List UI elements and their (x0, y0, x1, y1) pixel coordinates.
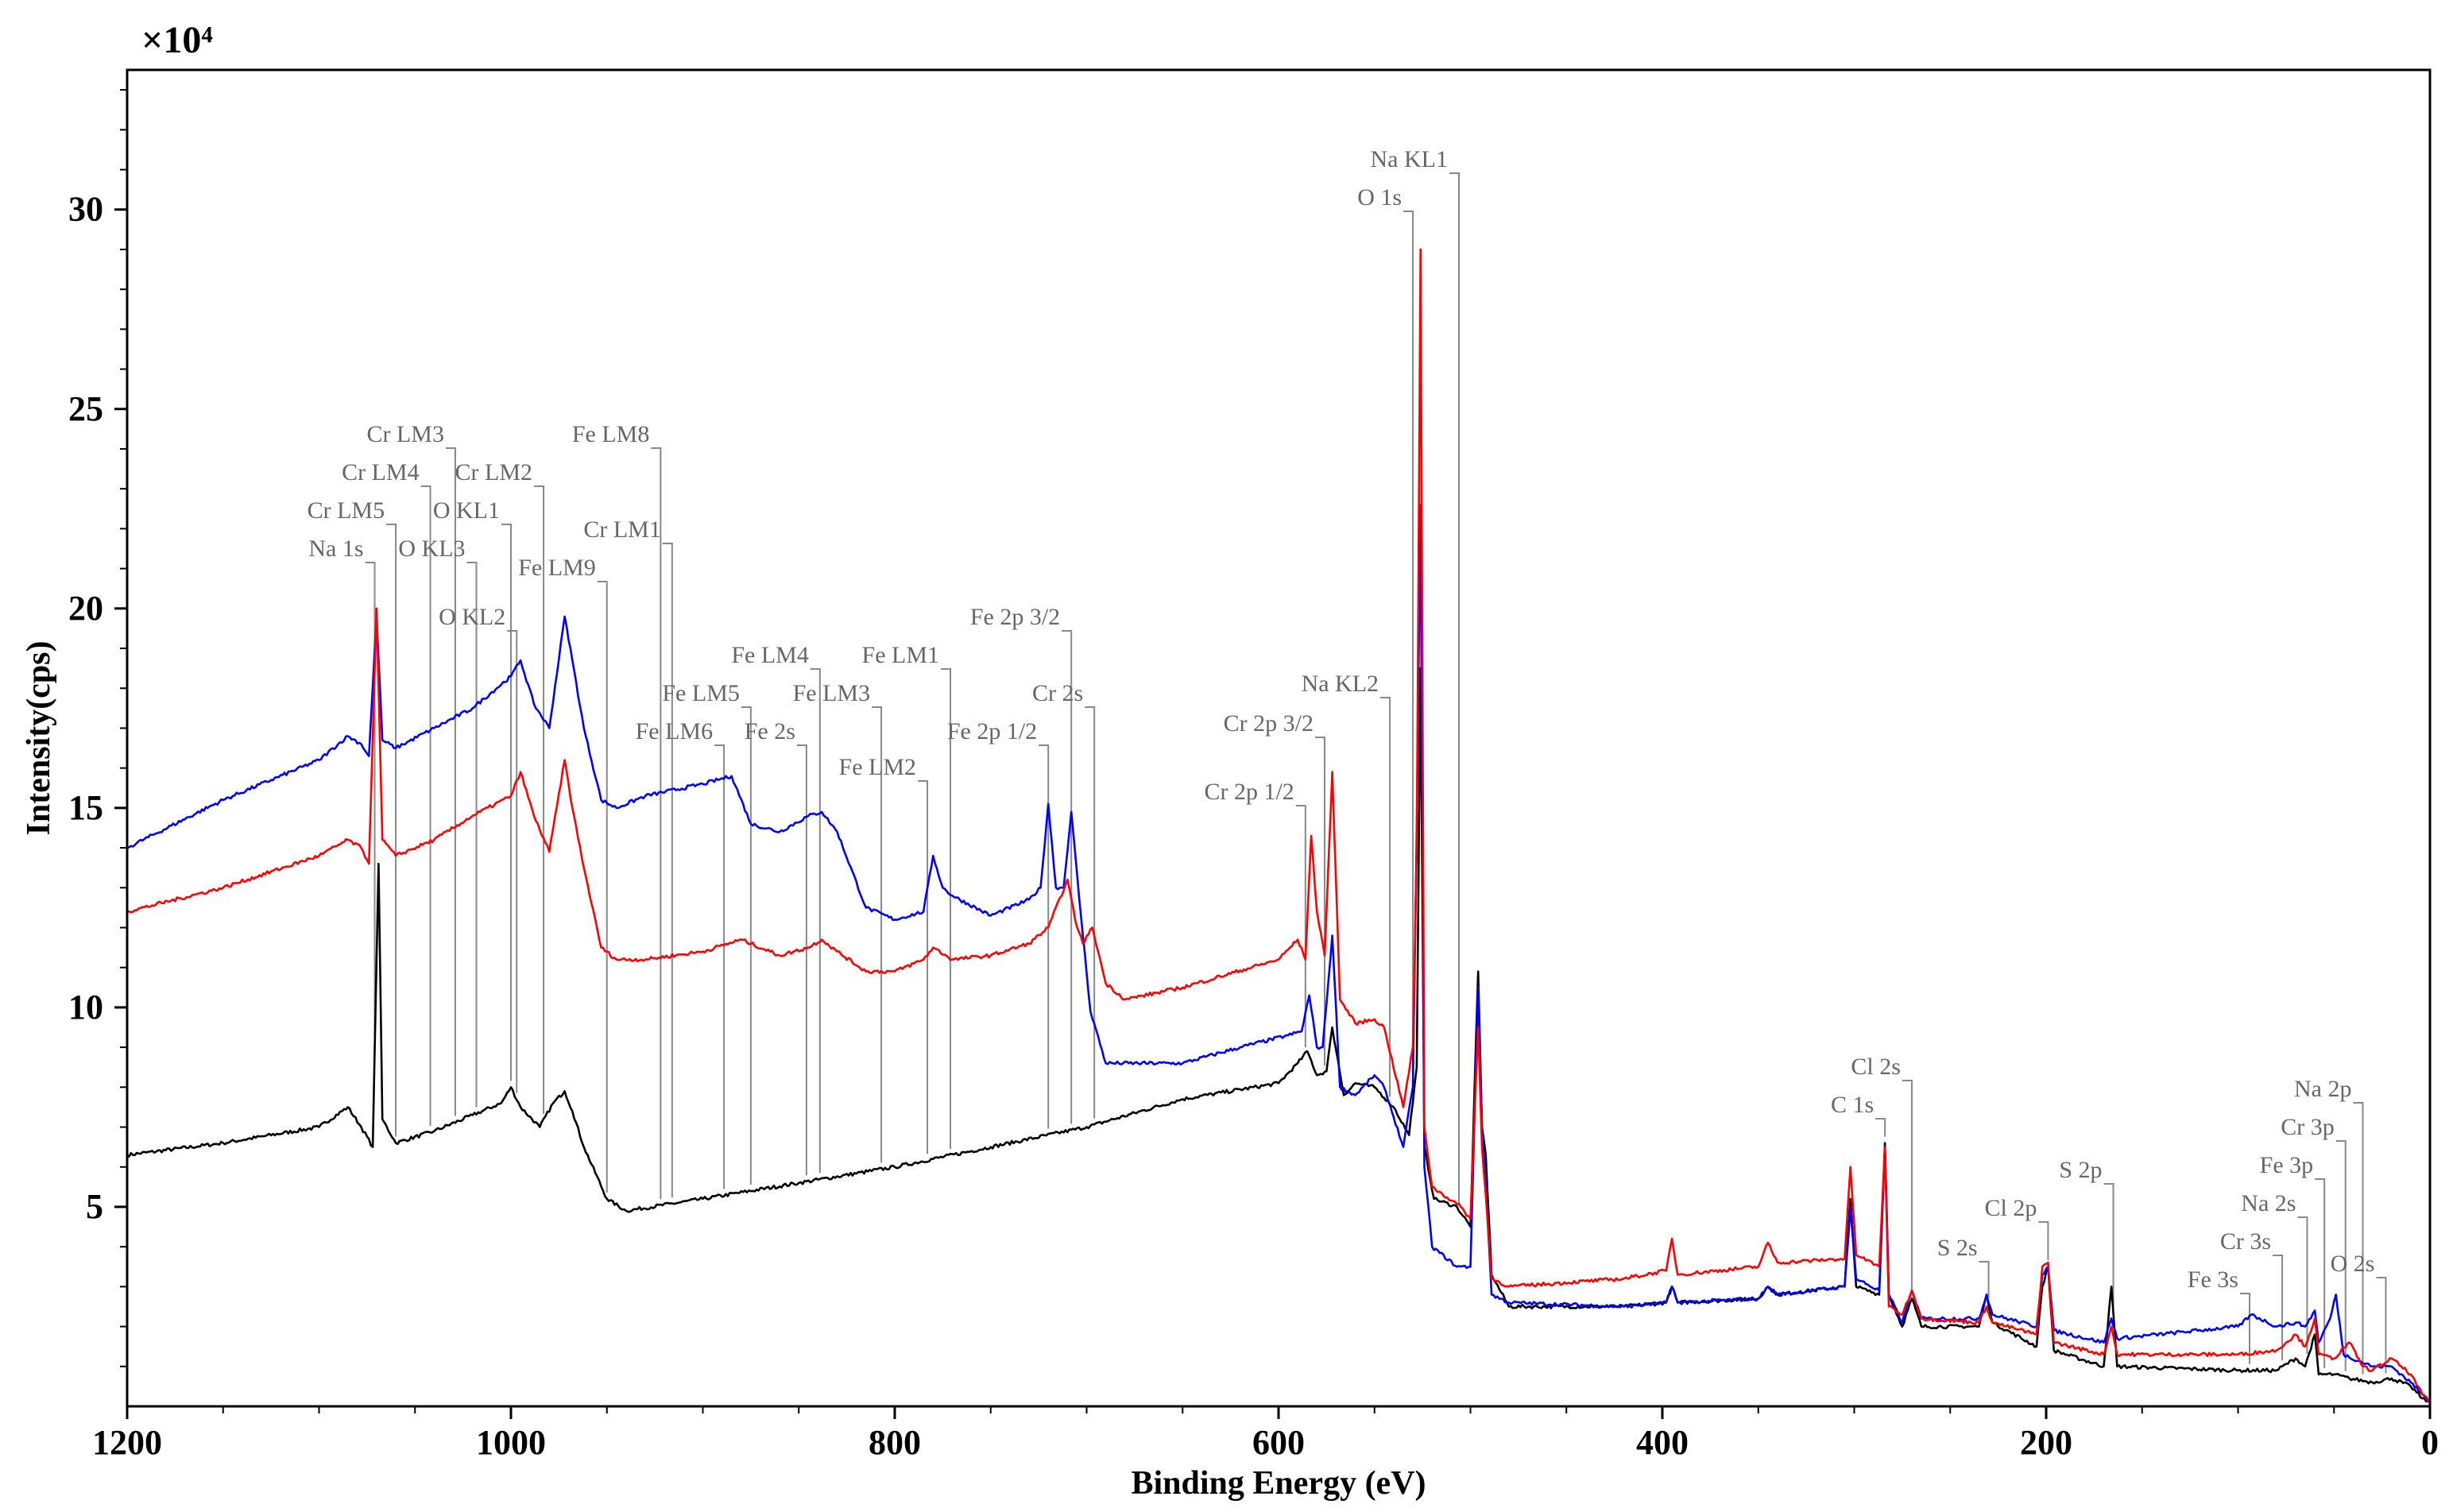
x-tick-label: 1000 (476, 1423, 546, 1462)
peak-leader-line (2038, 1221, 2049, 1261)
peak-label: Cl 2s (1851, 1054, 1901, 1080)
y-axis-title: Intensity(cps) (21, 640, 57, 835)
peak-leader-line (741, 706, 752, 1185)
peak-label: Cr LM1 (583, 516, 661, 543)
peak-label: Cr 2p 1/2 (1204, 779, 1294, 805)
x-tick-label: 600 (1252, 1423, 1305, 1462)
y-tick-label: 5 (86, 1187, 103, 1226)
y-tick-label: 10 (68, 988, 103, 1027)
peak-leader-line (1979, 1261, 1990, 1298)
peak-label: O 1s (1357, 184, 1402, 211)
peak-label: Fe 2p 3/2 (970, 604, 1060, 630)
x-tick-label: 400 (1636, 1423, 1689, 1462)
peak-leader-line (796, 744, 807, 1176)
peak-leader-line (1085, 706, 1096, 1119)
peak-leader-line (2335, 1140, 2347, 1371)
peak-label: Fe LM8 (572, 421, 650, 447)
peak-leader-line (2353, 1102, 2364, 1375)
peak-leader-line (651, 447, 662, 1200)
series-line-blue (126, 504, 2431, 1404)
peak-leader-line (445, 447, 456, 1116)
peak-label: O KL2 (439, 604, 505, 630)
peak-label: Cr LM5 (308, 497, 385, 524)
x-tick-label: 1200 (92, 1423, 162, 1462)
x-tick-label: 200 (2020, 1423, 2072, 1462)
y-tick-label: 20 (68, 589, 103, 628)
peak-label: Cr LM2 (455, 459, 533, 485)
y-multiplier-label: ×10⁴ (141, 19, 213, 61)
peak-leader-line (2297, 1216, 2308, 1354)
x-axis-ticks: 1200 1000 800 600 400 200 0 (92, 1406, 2439, 1462)
y-tick-label: 15 (68, 788, 103, 827)
peak-leader-line (2103, 1183, 2114, 1307)
x-axis-title: Binding Energy (eV) (1131, 1465, 1426, 1502)
peak-leader-line (810, 668, 821, 1174)
peak-label: Na 1s (308, 536, 363, 562)
peak-leader-line (501, 524, 512, 1081)
peak-label: Fe 2s (745, 718, 795, 744)
peak-leader-line (1039, 744, 1050, 1129)
peak-label: Na 2p (2294, 1076, 2351, 1102)
y-axis-ticks: 5 10 15 20 25 30 (68, 89, 127, 1367)
peak-label: Fe LM5 (662, 680, 740, 706)
peak-label: Na 2s (2241, 1190, 2296, 1216)
peak-label: S 2s (1937, 1235, 1978, 1261)
peak-label: C 1s (1831, 1092, 1874, 1118)
peak-label: Fe LM1 (862, 642, 940, 668)
peak-label: Cr 3s (2220, 1228, 2271, 1255)
peak-label: Cr LM3 (366, 421, 444, 447)
peak-label: Na KL1 (1371, 146, 1448, 172)
peak-leader-line (662, 543, 673, 1197)
peak-leader-line (941, 668, 952, 1150)
peak-leader-line (1295, 805, 1306, 1048)
peak-label: Cl 2p (1985, 1195, 2037, 1221)
peak-label: O KL1 (433, 497, 500, 524)
series-line-black (126, 667, 2432, 1403)
peak-leader-line (1380, 697, 1391, 1097)
peak-leader-line (534, 485, 545, 1114)
data-series (126, 248, 2432, 1404)
peak-leader-line (386, 524, 397, 1137)
peak-label: Cr 3p (2281, 1114, 2335, 1140)
peak-label: Fe LM6 (636, 718, 714, 744)
peak-leader-line (420, 485, 431, 1127)
peak-leader-line (1403, 211, 1414, 1095)
x-tick-label: 800 (869, 1423, 921, 1462)
peak-leader-line (466, 562, 478, 1108)
y-tick-label: 25 (68, 389, 103, 428)
peak-label: O KL3 (398, 536, 465, 562)
peak-label: Fe 3p (2260, 1152, 2314, 1178)
peak-leader-line (2315, 1178, 2326, 1368)
peak-leader-line (597, 581, 608, 1193)
peak-leader-line (507, 630, 518, 1093)
peak-label: Cr LM4 (342, 459, 420, 485)
peak-leader-line (872, 706, 883, 1163)
peak-annotations: Na 1s Cr LM5 Cr LM4 Cr LM3 O KL3 O KL1 O KL2 Cr… (308, 146, 2387, 1375)
peak-leader-line (365, 562, 376, 1046)
x-tick-label: 0 (2421, 1423, 2439, 1462)
peak-label: Fe 3s (2188, 1266, 2238, 1293)
peak-label: Na KL2 (1302, 671, 1379, 697)
peak-leader-line (918, 780, 929, 1154)
peak-leader-line (1875, 1118, 1886, 1137)
peak-label: Fe LM2 (839, 754, 917, 780)
peak-label: Fe LM9 (518, 555, 596, 581)
peak-label: Fe 2p 1/2 (947, 718, 1037, 744)
peak-leader-line (714, 744, 725, 1189)
peak-label: Cr 2s (1032, 680, 1083, 706)
peak-leader-line (2239, 1293, 2250, 1364)
peak-leader-line (1449, 172, 1461, 1204)
peak-label: Fe LM3 (793, 680, 871, 706)
series-line-red (126, 248, 2432, 1403)
peak-label: Fe LM4 (731, 642, 809, 668)
peak-leader-line (1902, 1080, 1913, 1293)
y-tick-label: 30 (68, 190, 103, 229)
peak-leader-line (2376, 1277, 2387, 1374)
peak-label: O 2s (2331, 1251, 2375, 1277)
peak-label: Cr 2p 3/2 (1224, 710, 1314, 737)
peak-leader-line (1062, 630, 1073, 1124)
peak-label: S 2p (2059, 1157, 2102, 1183)
